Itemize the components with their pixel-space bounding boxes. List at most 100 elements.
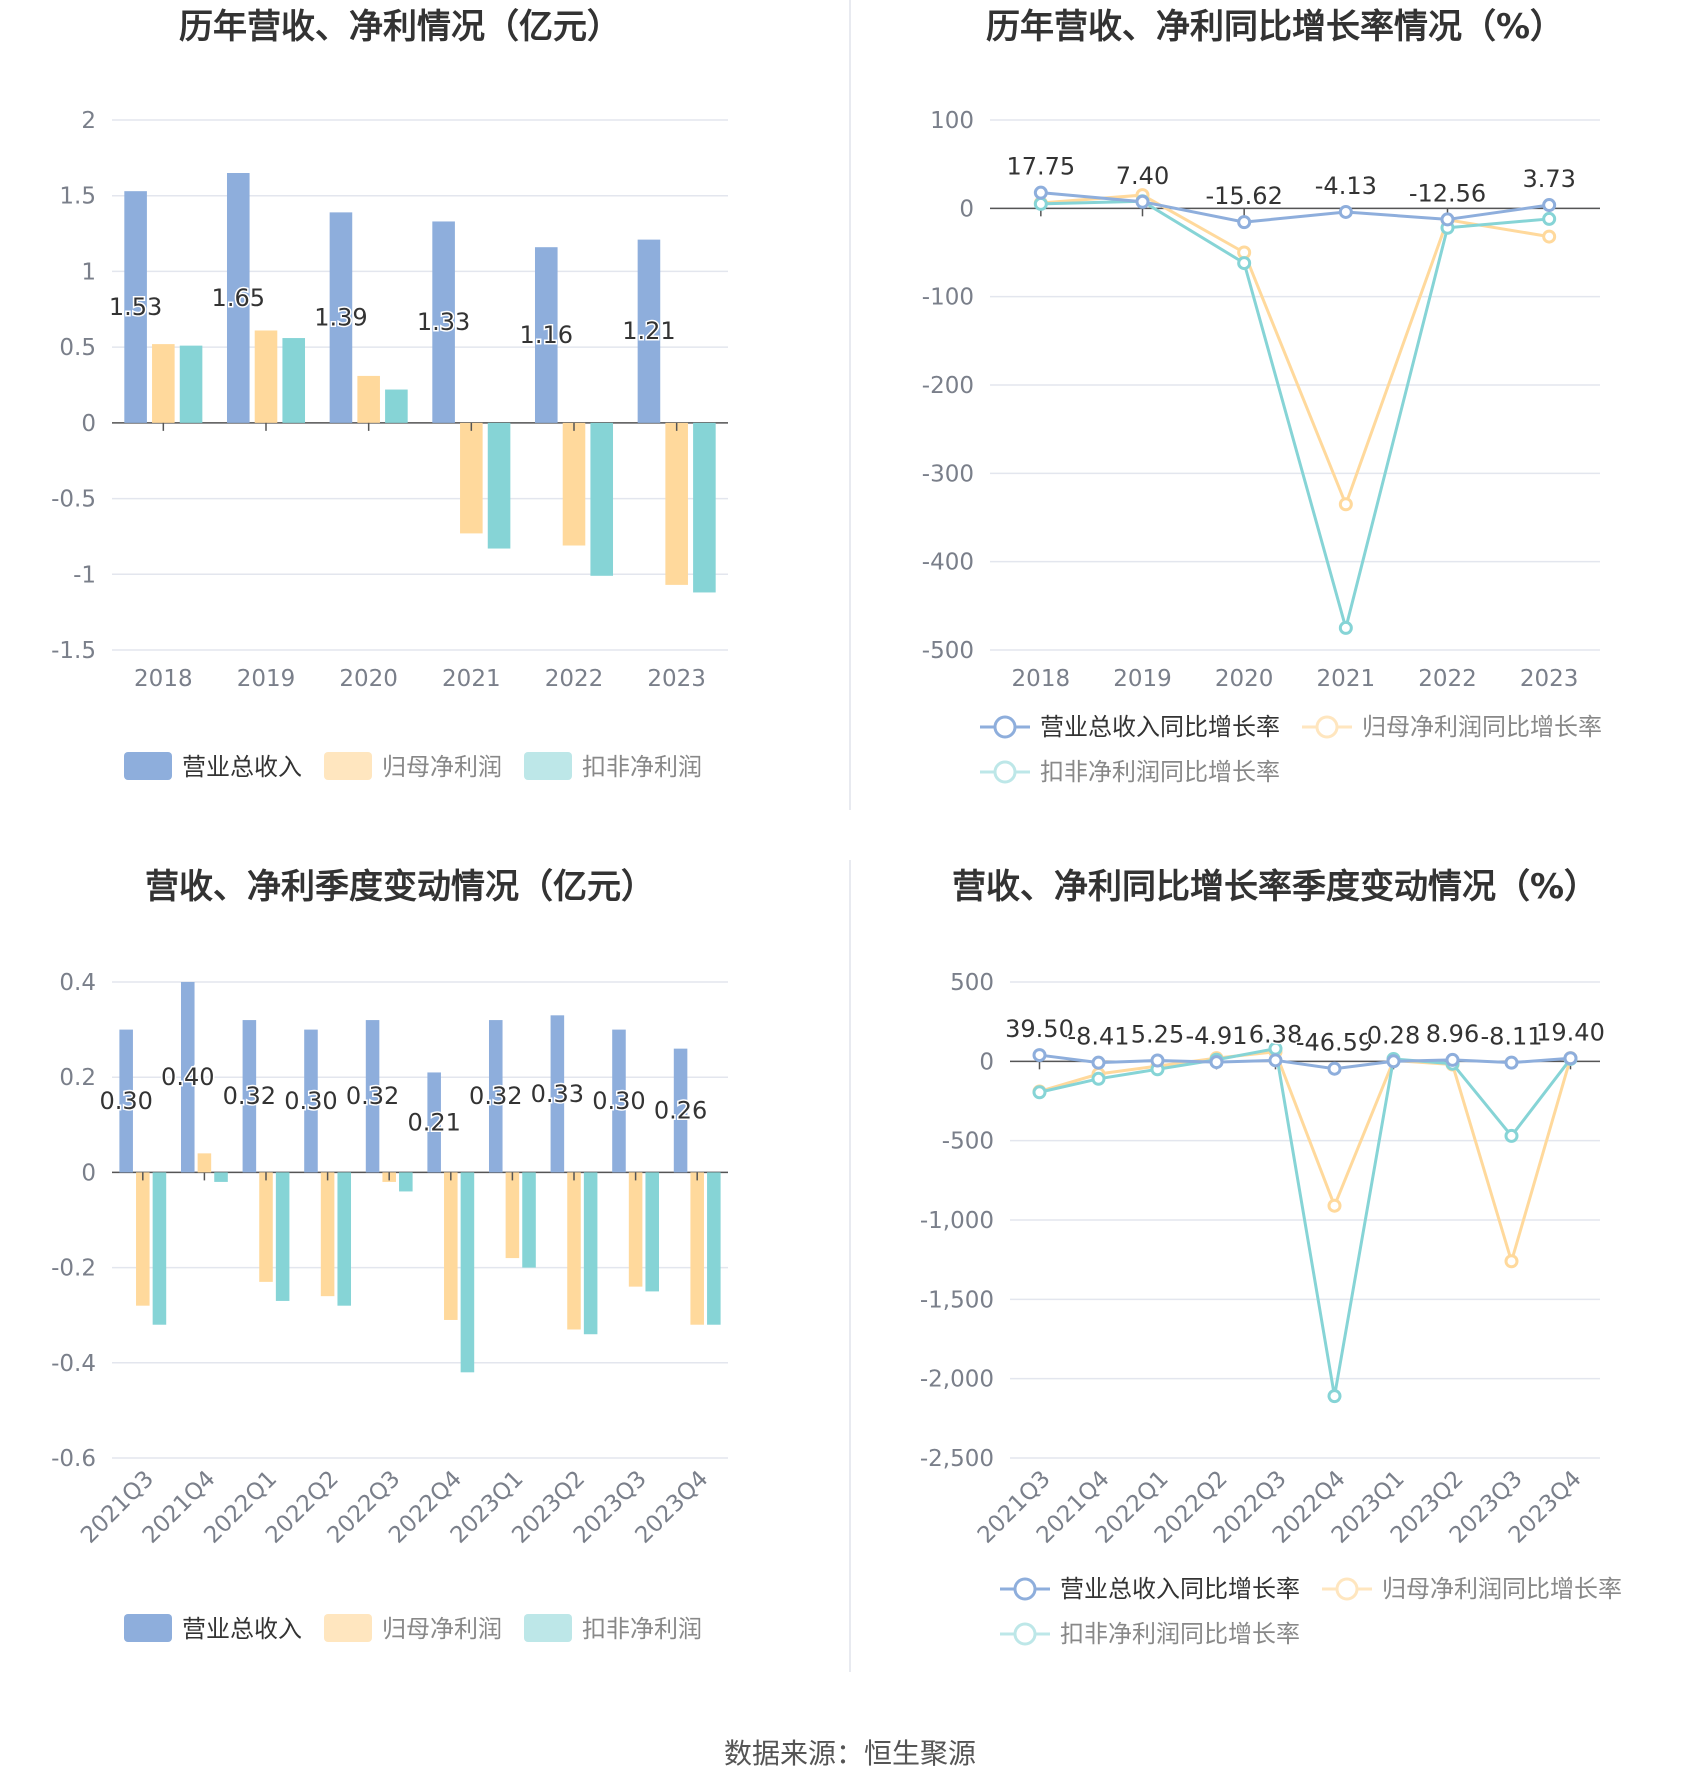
series-point-0 [1563, 1051, 1578, 1066]
data-label: 0.32 [469, 1082, 522, 1110]
y-tick-label: -0.4 [51, 1351, 96, 1377]
legend-label-0: 营业总收入 [182, 1615, 302, 1643]
y-tick-label: -500 [922, 638, 974, 664]
y-tick-label: 100 [930, 108, 974, 134]
bar-deducted-profit [645, 1172, 660, 1292]
x-tick-label: 2020 [339, 666, 398, 692]
series-point-2 [1327, 1389, 1342, 1404]
legend-marker-2 [1013, 1622, 1037, 1646]
series-point-0 [1268, 1053, 1283, 1068]
bar-revenue [637, 239, 661, 423]
bar-chart-title: 营收、净利季度变动情况（亿元） [145, 867, 655, 907]
series-line-2 [1039, 1046, 1572, 1397]
y-tick-label: 2 [81, 108, 96, 134]
bar-chart-title: 历年营收、净利情况（亿元） [179, 7, 621, 47]
x-tick-label: 2023 [1520, 666, 1579, 692]
y-tick-label: -1,000 [920, 1208, 994, 1234]
series-point-2 [1504, 1128, 1519, 1143]
bar-net-profit [628, 1172, 643, 1287]
y-tick-label: 0 [979, 1049, 994, 1075]
bar-revenue [432, 221, 455, 423]
bar-net-profit [567, 1172, 581, 1330]
bar-deducted-profit [399, 1172, 413, 1192]
series-line-0 [1040, 191, 1550, 224]
data-label: 19.40 [1536, 1018, 1605, 1046]
bar-net-profit [357, 375, 380, 423]
bar-revenue [427, 1072, 441, 1173]
bar-deducted-profit [583, 1172, 598, 1335]
series-point-2 [1091, 1071, 1106, 1086]
legend-swatch-0 [124, 752, 172, 780]
legend-label-1: 归母净利润同比增长率 [1362, 713, 1602, 741]
bar-revenue [226, 173, 250, 423]
series-line-0 [1039, 1053, 1571, 1071]
y-tick-label: 0.5 [59, 335, 96, 361]
data-label: 1.21 [622, 317, 675, 345]
y-tick-label: 1.5 [59, 184, 96, 210]
bar-deducted-profit [693, 422, 716, 593]
bar-deducted-profit [214, 1172, 228, 1182]
series-line-2 [1040, 199, 1550, 634]
data-label: 1.53 [109, 293, 162, 321]
data-source-label: 数据来源：恒生聚源 [723, 1737, 976, 1770]
series-point-0 [1338, 204, 1353, 219]
data-label: 8.96 [1426, 1020, 1479, 1048]
data-label: 1.65 [212, 284, 265, 312]
data-label: 0.40 [161, 1063, 214, 1091]
y-tick-label: -1,500 [920, 1287, 994, 1313]
bar-net-profit [505, 1172, 520, 1259]
series-point-2 [1542, 211, 1557, 226]
x-tick-label: 2023 [647, 666, 706, 692]
bar-deducted-profit [179, 345, 203, 423]
legend-marker-0 [993, 715, 1017, 739]
legend-marker-2 [993, 760, 1017, 784]
y-tick-label: -0.5 [51, 487, 96, 513]
series-point-0 [1386, 1054, 1401, 1069]
bar-net-profit [320, 1172, 335, 1297]
bar-revenue [119, 1029, 133, 1173]
y-tick-label: 0.4 [59, 970, 96, 996]
bar-revenue [612, 1029, 626, 1173]
x-tick-label: 2018 [134, 666, 193, 692]
y-tick-label: 0 [81, 1160, 96, 1186]
data-label: 0.33 [531, 1080, 584, 1108]
data-label: -4.91 [1185, 1022, 1247, 1050]
bar-revenue [534, 247, 558, 423]
series-point-0 [1440, 212, 1455, 227]
y-tick-label: 500 [950, 970, 994, 996]
series-point-0 [1032, 1048, 1047, 1063]
series-point-0 [1504, 1055, 1519, 1070]
data-label: 39.50 [1005, 1015, 1074, 1043]
bar-net-profit [444, 1172, 458, 1320]
bar-revenue [242, 1020, 257, 1173]
series-point-1 [1504, 1254, 1519, 1269]
legend-label-0: 营业总收入同比增长率 [1060, 1575, 1300, 1603]
bar-revenue [488, 1020, 503, 1173]
y-tick-label: -2,000 [920, 1367, 994, 1393]
data-label: -8.41 [1067, 1023, 1129, 1051]
y-tick-label: -100 [922, 285, 974, 311]
series-point-0 [1237, 215, 1252, 230]
series-point-0 [1209, 1055, 1224, 1070]
series-point-0 [1150, 1053, 1165, 1068]
legend-label-1: 归母净利润 [382, 1615, 502, 1643]
bar-net-profit [665, 422, 688, 585]
bar-deducted-profit [522, 1172, 536, 1268]
series-point-2 [1032, 1085, 1047, 1100]
series-point-2 [1033, 196, 1048, 211]
data-label: 1.33 [417, 308, 470, 336]
y-tick-label: 0.2 [59, 1065, 96, 1091]
data-label: 0.32 [223, 1082, 276, 1110]
data-label: -46.59 [1296, 1029, 1373, 1057]
y-tick-label: -400 [922, 550, 974, 576]
bar-revenue [124, 191, 147, 423]
series-point-0 [1542, 198, 1557, 213]
series-point-2 [1237, 256, 1252, 271]
y-tick-label: -300 [922, 461, 974, 487]
bar-deducted-profit [707, 1172, 721, 1325]
data-label: 7.40 [1116, 162, 1169, 190]
legend-label-0: 营业总收入同比增长率 [1040, 713, 1280, 741]
legend-label-1: 归母净利润同比增长率 [1382, 1575, 1622, 1603]
annual-revenue-profit-chart: 历年营收、净利情况（亿元） 2 1.5 1 0.5 0 -0.5 -1 -1.5 1.53 1.65… [51, 7, 728, 781]
